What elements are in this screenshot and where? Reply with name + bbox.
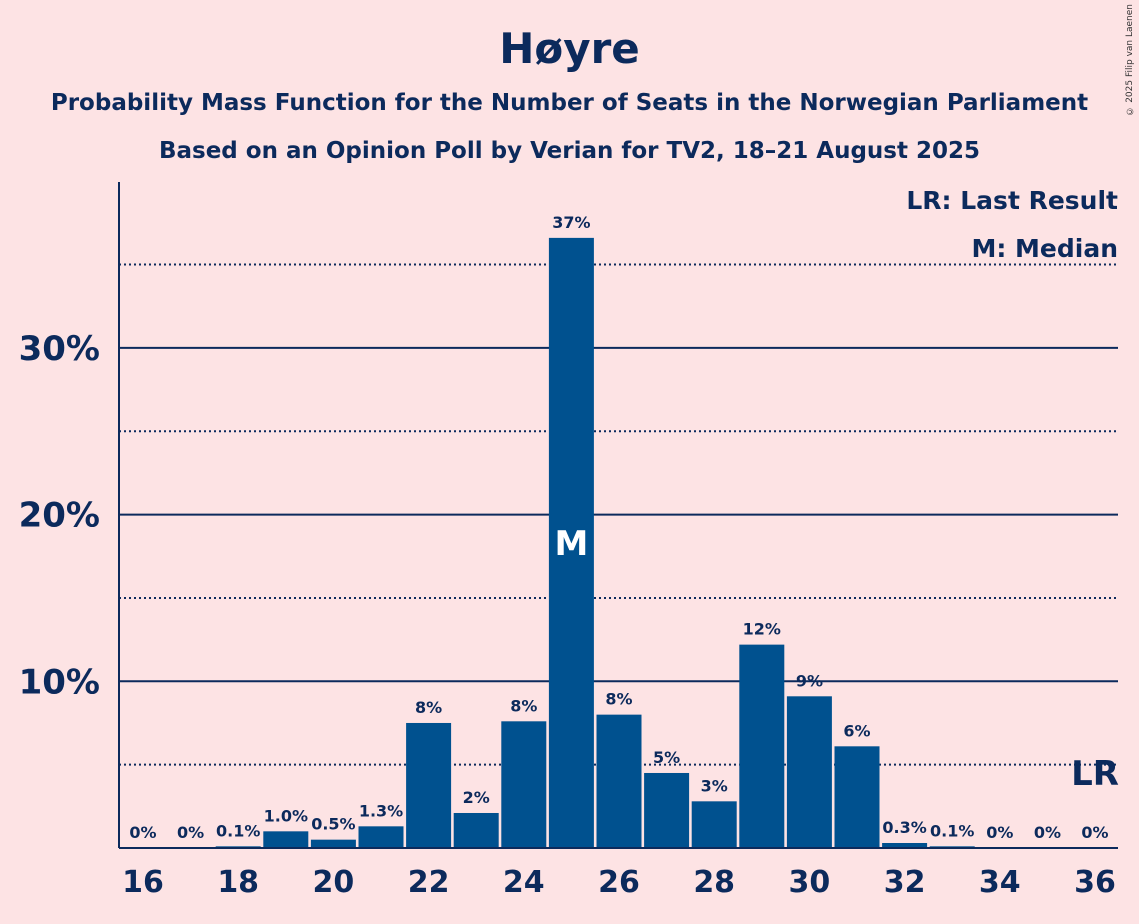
legend-last-result: LR: Last Result xyxy=(906,186,1118,215)
bars xyxy=(215,237,975,849)
x-tick-label: 20 xyxy=(313,865,355,900)
value-label: 9% xyxy=(796,671,823,690)
x-tick-label: 28 xyxy=(693,865,735,900)
chart-source: Based on an Opinion Poll by Verian for T… xyxy=(158,138,981,164)
value-label: 8% xyxy=(605,690,632,709)
bar-seat-30 xyxy=(786,696,832,848)
last-result-marker: LR xyxy=(1071,754,1119,794)
bar-seat-23 xyxy=(453,812,499,848)
bar-seat-27 xyxy=(644,772,690,848)
chart-title: Høyre xyxy=(499,24,640,73)
bar-seat-19 xyxy=(263,831,309,848)
value-label: 3% xyxy=(701,776,728,795)
bar-seat-22 xyxy=(406,722,452,848)
x-tick-label: 18 xyxy=(217,865,259,900)
value-label: 6% xyxy=(843,721,870,740)
value-label: 0.1% xyxy=(930,821,974,840)
value-label: 0.1% xyxy=(216,821,260,840)
grid-lines xyxy=(119,263,1118,766)
y-tick-label: 10% xyxy=(19,662,100,702)
x-tick-label: 22 xyxy=(408,865,450,900)
y-tick-label: 30% xyxy=(19,329,100,369)
median-marker: M xyxy=(554,524,588,564)
bar-seat-29 xyxy=(739,644,785,848)
chart-subtitle: Probability Mass Function for the Number… xyxy=(50,90,1089,116)
value-label: 37% xyxy=(552,213,590,232)
x-tick-label: 34 xyxy=(979,865,1021,900)
bar-seat-21 xyxy=(358,826,404,848)
x-tick-label: 16 xyxy=(122,865,164,900)
x-tick-label: 24 xyxy=(503,865,545,900)
value-label: 0% xyxy=(986,823,1013,842)
value-label: 1.3% xyxy=(359,801,403,820)
x-tick-label: 30 xyxy=(789,865,831,900)
bar-seat-32 xyxy=(882,842,928,848)
value-label: 0% xyxy=(1081,823,1108,842)
y-tick-label: 20% xyxy=(19,496,100,536)
bar-seat-28 xyxy=(691,801,737,848)
value-labels: 0% 0% 0.1%1.0% 0.5%1.3%8%2%8%37%M8%5%3%12%9… xyxy=(129,213,1119,842)
value-label: 0.3% xyxy=(882,818,926,837)
bar-seat-20 xyxy=(310,839,356,848)
value-label: 8% xyxy=(415,698,442,717)
value-label: 0% xyxy=(177,823,204,842)
value-label: 1.0% xyxy=(264,806,308,825)
value-label: 0% xyxy=(129,823,156,842)
axes: 10% 20% 30% 16 18 20 22 24 26 28 30 32 34 36 xyxy=(19,182,1118,900)
bar-seat-25 xyxy=(548,237,594,849)
bar-seat-26 xyxy=(596,714,642,848)
x-tick-label: 32 xyxy=(884,865,926,900)
value-label: 0.5% xyxy=(311,815,355,834)
value-label: 5% xyxy=(653,748,680,767)
value-label: 8% xyxy=(510,696,537,715)
x-tick-label: 36 xyxy=(1074,865,1116,900)
legend-median: M: Median xyxy=(971,234,1118,263)
bar-seat-24 xyxy=(501,721,547,848)
bar-seat-31 xyxy=(834,746,880,848)
value-label: 2% xyxy=(463,788,490,807)
value-label: 0% xyxy=(1034,823,1061,842)
x-tick-label: 26 xyxy=(598,865,640,900)
value-label: 12% xyxy=(743,620,781,639)
